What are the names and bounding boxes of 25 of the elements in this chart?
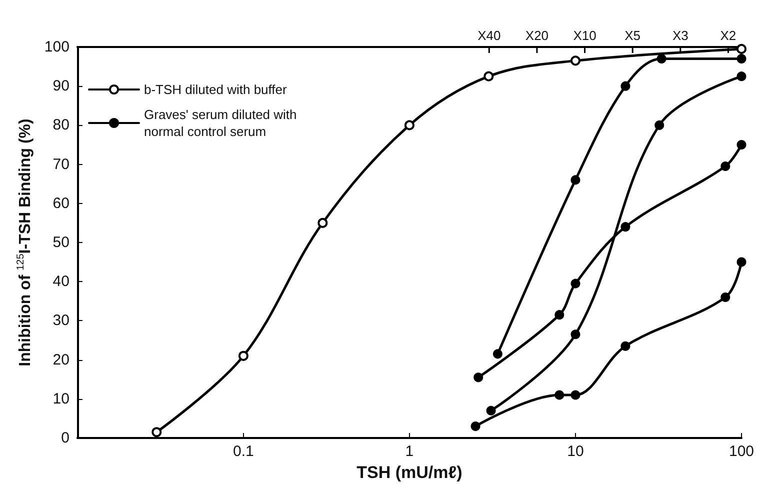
- text: X10: [573, 28, 596, 43]
- x-tick-label: 0.1: [233, 443, 254, 460]
- x-axis-title: TSH (mU/mℓ): [356, 463, 462, 482]
- y-tick-label: 40: [52, 273, 70, 290]
- y-tick-label: 70: [52, 156, 70, 173]
- y-tick-label: 10: [52, 390, 70, 408]
- text: X2: [720, 28, 736, 43]
- text: X5: [624, 28, 641, 43]
- y-tick-label: 60: [52, 194, 70, 212]
- legend-label: Graves' serum diluted with normal control serum: [144, 107, 300, 139]
- text: X40: [478, 28, 501, 43]
- y-tick-label: 90: [52, 78, 70, 95]
- y-tick-label: 20: [52, 351, 70, 368]
- y-tick-label: 30: [52, 312, 70, 330]
- y-tick-label: 80: [52, 116, 70, 134]
- y-tick-label: 50: [52, 234, 70, 251]
- text: X3: [672, 28, 688, 43]
- text: X20: [525, 28, 549, 43]
- x-tick-label: 100: [728, 443, 754, 460]
- y-axis-title: Inhibition of 125I-TSH Binding (%): [16, 118, 34, 366]
- x-tick-label: 10: [567, 443, 584, 460]
- legend-label: b-TSH diluted with buffer: [144, 82, 288, 97]
- y-tick-label: 0: [61, 430, 70, 446]
- x-tick-label: 1: [405, 443, 414, 460]
- y-tick-label: 100: [44, 38, 70, 56]
